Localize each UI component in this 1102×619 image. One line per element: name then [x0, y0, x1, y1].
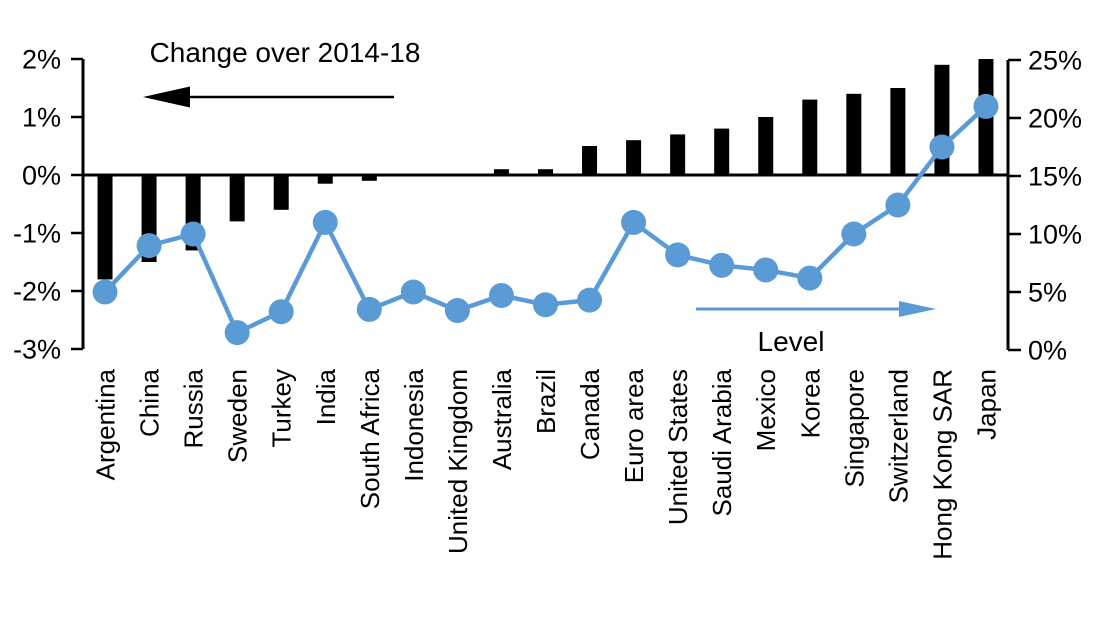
line-marker	[885, 192, 911, 218]
x-axis-category-label: South Africa	[355, 368, 385, 509]
x-axis-category-label: Indonesia	[399, 368, 429, 481]
x-axis-category-label: Korea	[795, 368, 825, 438]
bar-series-annotation-label: Change over 2014-18	[150, 37, 421, 68]
x-axis-category-label: Euro area	[619, 368, 649, 483]
annotations: Change over 2014-18 Level	[143, 37, 936, 357]
x-axis-category-label: Argentina	[91, 368, 121, 480]
x-axis-category-label: United Kingdom	[443, 369, 473, 554]
right-axis-tick-label: 25%	[1028, 46, 1082, 76]
line-marker	[180, 221, 206, 247]
line-series	[92, 93, 999, 346]
x-axis-category-label: United States	[663, 369, 693, 525]
line-marker	[356, 296, 382, 322]
bar-series	[97, 59, 994, 280]
line-marker	[224, 320, 250, 346]
right-axis-tick-label: 10%	[1028, 220, 1082, 250]
bar	[361, 175, 377, 181]
x-axis-category-label: Russia	[179, 368, 209, 448]
right-axis-tick-label: 20%	[1028, 104, 1082, 134]
left-axis-tick-label: -2%	[13, 277, 61, 307]
bar	[97, 175, 113, 280]
right-axis-tick-label: 15%	[1028, 162, 1082, 192]
line-marker	[841, 221, 867, 247]
left-axis-tick-label: 1%	[22, 103, 61, 133]
x-axis-category-label: Saudi Arabia	[707, 368, 737, 516]
x-axis-category-label: Japan	[971, 369, 1001, 440]
line-marker	[444, 298, 470, 324]
line-marker	[268, 299, 294, 325]
line-marker	[621, 209, 647, 235]
line-marker	[973, 93, 999, 119]
line-marker	[709, 252, 735, 278]
line-marker	[797, 265, 823, 291]
left-axis-tick-label: -1%	[13, 219, 61, 249]
x-axis-category-label: Sweden	[223, 369, 253, 463]
bar	[582, 146, 598, 175]
right-arrow-icon	[899, 301, 936, 317]
bar	[273, 175, 289, 210]
bar	[846, 93, 862, 175]
line-marker	[400, 279, 426, 305]
bar	[229, 175, 245, 222]
x-axis-category-label: Canada	[575, 368, 605, 460]
line-marker	[929, 134, 955, 160]
left-axis-tick-label: 0%	[22, 161, 61, 191]
line-marker	[488, 282, 514, 308]
x-axis-category-label: Turkey	[267, 369, 297, 448]
line-series-annotation-label: Level	[758, 326, 825, 357]
left-axis-tick-label: -3%	[13, 335, 61, 365]
left-axis-tick-label: 2%	[22, 45, 61, 75]
right-axis-tick-label: 0%	[1028, 336, 1067, 366]
x-axis-category-label: China	[135, 368, 165, 436]
line-marker	[665, 242, 691, 268]
x-axis-category-label: Switzerland	[883, 369, 913, 503]
line-marker	[577, 287, 603, 313]
x-axis-category-label: India	[311, 368, 341, 425]
x-axis-category-label: Australia	[487, 368, 517, 470]
bar	[538, 169, 553, 175]
bar	[493, 169, 509, 175]
right-axis-tick-label: 5%	[1028, 278, 1067, 308]
bar	[626, 140, 642, 175]
line-marker	[753, 257, 779, 283]
bar	[758, 117, 774, 175]
x-axis-labels: Argentina China Russia Sweden Turkey India Sou…	[91, 368, 1002, 559]
line-marker	[312, 209, 338, 235]
x-axis-category-label: Brazil	[531, 369, 561, 434]
axes: 2% 1% 0% -1% -2% -3% 25% 20% 15% 10% 5% 0%	[13, 45, 1082, 366]
line-marker	[533, 292, 558, 318]
bar	[670, 134, 686, 175]
bar	[802, 99, 818, 175]
x-axis-category-label: Hong Kong SAR	[927, 369, 957, 560]
bar	[714, 128, 730, 175]
bar	[890, 88, 906, 175]
left-arrow-icon	[143, 86, 190, 108]
x-axis-category-label: Mexico	[751, 369, 781, 451]
x-axis-category-label: Singapore	[839, 369, 869, 488]
line-marker	[136, 233, 162, 259]
line-marker	[92, 279, 118, 305]
bar	[317, 175, 333, 184]
